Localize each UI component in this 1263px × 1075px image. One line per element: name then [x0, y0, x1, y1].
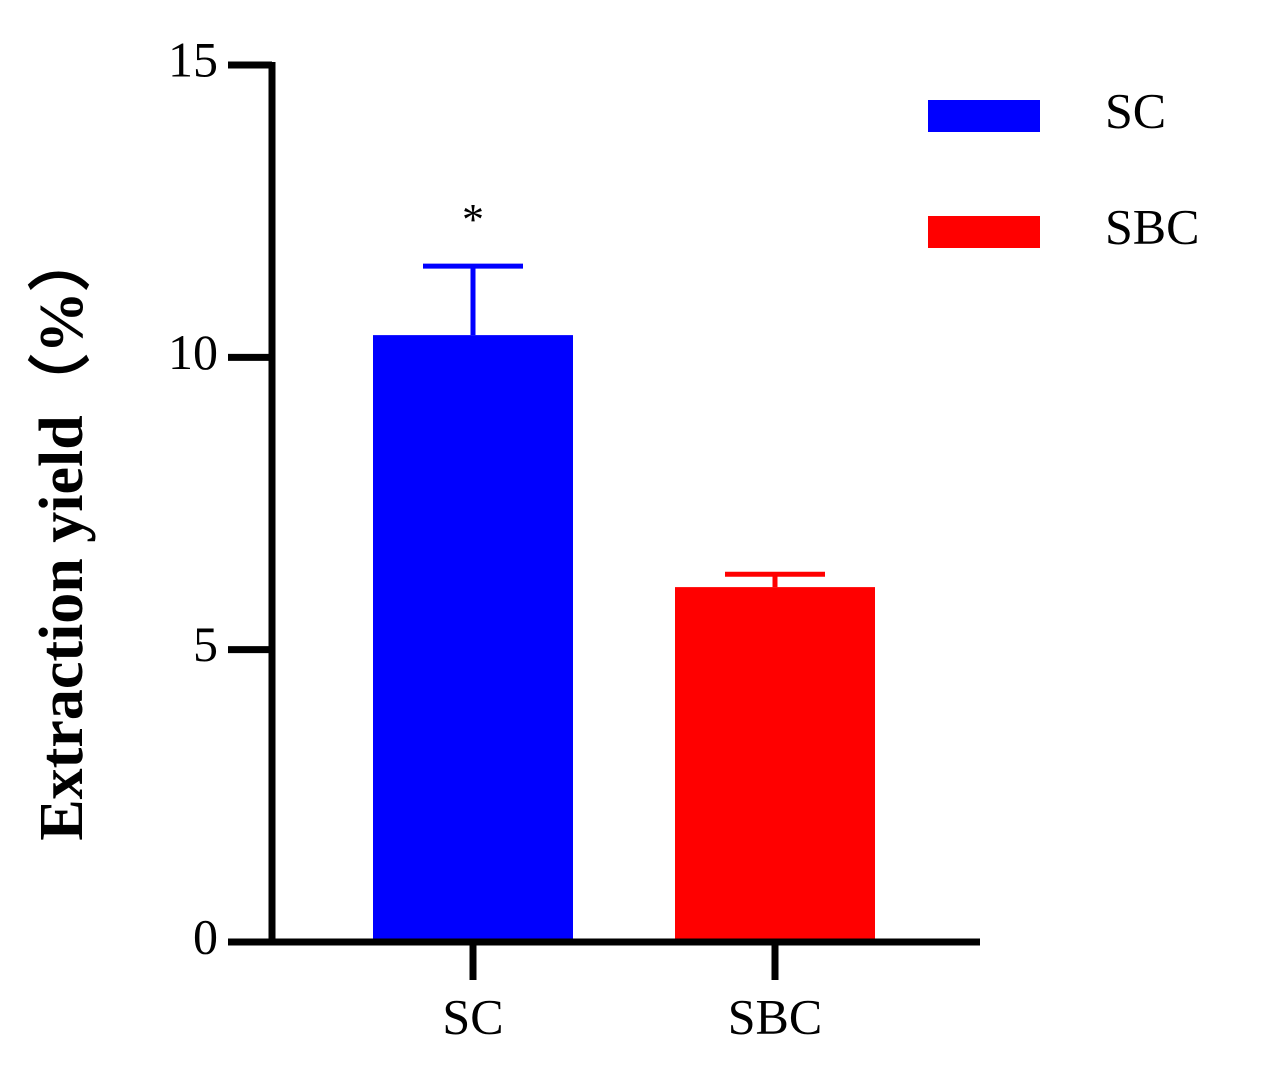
- y-axis-label: Extraction yield（%）: [26, 229, 96, 840]
- legend-label: SBC: [1105, 198, 1200, 254]
- y-tick-label: 15: [168, 31, 218, 87]
- y-tick-label: 10: [168, 324, 218, 380]
- bar: [373, 335, 573, 943]
- bar: [675, 587, 875, 942]
- y-tick-label: 5: [193, 616, 218, 672]
- annotation: *: [462, 195, 484, 244]
- x-tick-label: SBC: [728, 988, 823, 1044]
- legend-swatch: [928, 100, 1040, 132]
- legend-swatch: [928, 216, 1040, 248]
- legend-label: SC: [1105, 82, 1166, 138]
- x-tick-label: SC: [442, 988, 503, 1044]
- y-tick-label: 0: [193, 908, 218, 964]
